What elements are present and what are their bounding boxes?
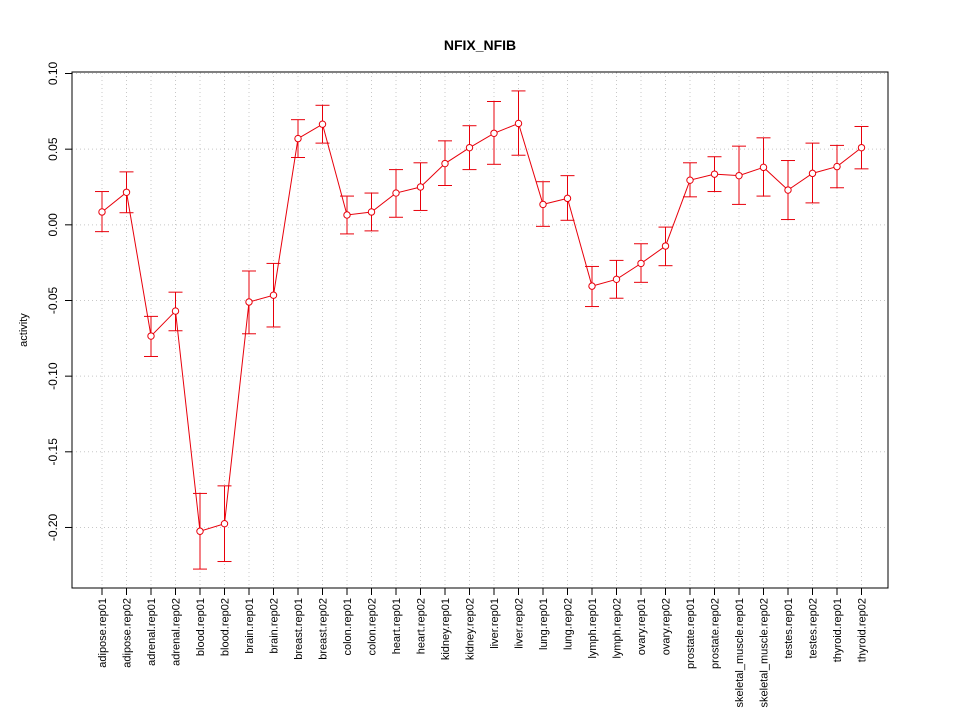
x-tick-label: lung.rep02 — [563, 598, 575, 650]
x-tick-label: colon.rep02 — [367, 598, 379, 656]
y-tick-label: 0.10 — [46, 62, 60, 86]
y-tick-label: -0.10 — [46, 362, 60, 390]
data-point — [122, 188, 131, 196]
data-point — [343, 211, 351, 219]
x-tick-label: lymph.rep01 — [587, 598, 599, 659]
data-point — [98, 208, 106, 216]
error-bars — [95, 90, 869, 570]
x-tick-label: ovary.rep02 — [661, 598, 673, 655]
data-point — [833, 162, 841, 171]
data-point — [269, 291, 278, 299]
x-tick-label: breast.rep02 — [318, 598, 330, 660]
x-tick-label: liver.rep01 — [489, 598, 501, 649]
data-point — [147, 332, 155, 340]
data-point — [245, 298, 253, 306]
data-point — [588, 282, 596, 290]
data-point — [661, 242, 670, 250]
x-tick-label: brain.rep01 — [244, 598, 256, 654]
y-tick-label: 0.00 — [46, 213, 60, 237]
y-axis: -0.20 -0.15 -0.10 -0.05 0.00 0.05 0.10 — [46, 62, 72, 541]
data-point — [514, 119, 523, 128]
y-axis-label: activity — [18, 313, 30, 347]
x-tick-label: heart.rep01 — [391, 598, 403, 654]
data-point — [465, 143, 474, 152]
x-tick-label: kidney.rep02 — [465, 598, 477, 660]
data-point — [686, 176, 694, 184]
x-tick-label: liver.rep02 — [514, 598, 526, 649]
x-tick-label: blood.rep01 — [195, 598, 207, 656]
x-tick-label: colon.rep01 — [342, 598, 354, 656]
x-tick-label: ovary.rep01 — [636, 598, 648, 655]
data-points — [98, 119, 866, 535]
x-tick-label: skeletal_muscle.rep01 — [734, 598, 746, 707]
data-point — [441, 159, 449, 168]
plot-frame — [71, 71, 889, 589]
x-tick-label: lung.rep01 — [538, 598, 550, 650]
y-tick-label: -0.05 — [46, 286, 60, 314]
data-point — [539, 200, 547, 209]
y-tick-label: -0.20 — [46, 513, 60, 541]
data-point — [392, 189, 400, 197]
y-tick-label: 0.05 — [46, 137, 60, 161]
data-point — [294, 134, 302, 143]
series-polyline — [101, 122, 862, 532]
x-tick-label: adrenal.rep02 — [171, 598, 183, 666]
data-point — [416, 183, 425, 191]
data-point — [612, 275, 621, 284]
chart-title: NFIX_NFIB — [444, 37, 516, 53]
data-point — [318, 120, 327, 128]
data-point — [857, 143, 866, 152]
data-point — [735, 171, 743, 180]
data-point — [367, 208, 376, 216]
x-tick-label: heart.rep02 — [416, 598, 428, 654]
data-point — [759, 163, 768, 172]
x-tick-label: prostate.rep02 — [710, 598, 722, 669]
x-tick-label: testes.rep01 — [783, 598, 795, 659]
x-axis: adipose.rep01 adipose.rep02 adrenal.rep01 a… — [97, 588, 869, 707]
x-tick-label: thyroid.rep01 — [832, 598, 844, 662]
series-line — [101, 122, 862, 532]
data-point — [490, 129, 498, 137]
data-point — [637, 259, 645, 268]
x-tick-label: brain.rep02 — [269, 598, 281, 654]
x-tick-label: adrenal.rep01 — [146, 598, 158, 666]
x-tick-label: breast.rep01 — [293, 598, 305, 660]
data-point — [808, 169, 817, 178]
data-point — [784, 186, 792, 194]
x-tick-label: thyroid.rep02 — [857, 598, 869, 662]
x-tick-label: testes.rep02 — [808, 598, 820, 659]
x-tick-label: adipose.rep02 — [122, 598, 134, 668]
x-tick-label: lymph.rep02 — [612, 598, 624, 659]
data-point — [196, 527, 204, 535]
x-tick-label: blood.rep02 — [220, 598, 232, 656]
data-point — [220, 519, 229, 528]
x-tick-label: kidney.rep01 — [440, 598, 452, 660]
data-point — [171, 307, 180, 315]
x-tick-label: prostate.rep01 — [685, 598, 697, 669]
x-tick-label: adipose.rep01 — [97, 598, 109, 668]
data-point — [710, 170, 719, 178]
grid-lines — [72, 72, 888, 588]
x-tick-label: skeletal_muscle.rep02 — [759, 598, 771, 707]
data-point — [563, 194, 572, 203]
y-tick-label: -0.15 — [46, 438, 60, 466]
